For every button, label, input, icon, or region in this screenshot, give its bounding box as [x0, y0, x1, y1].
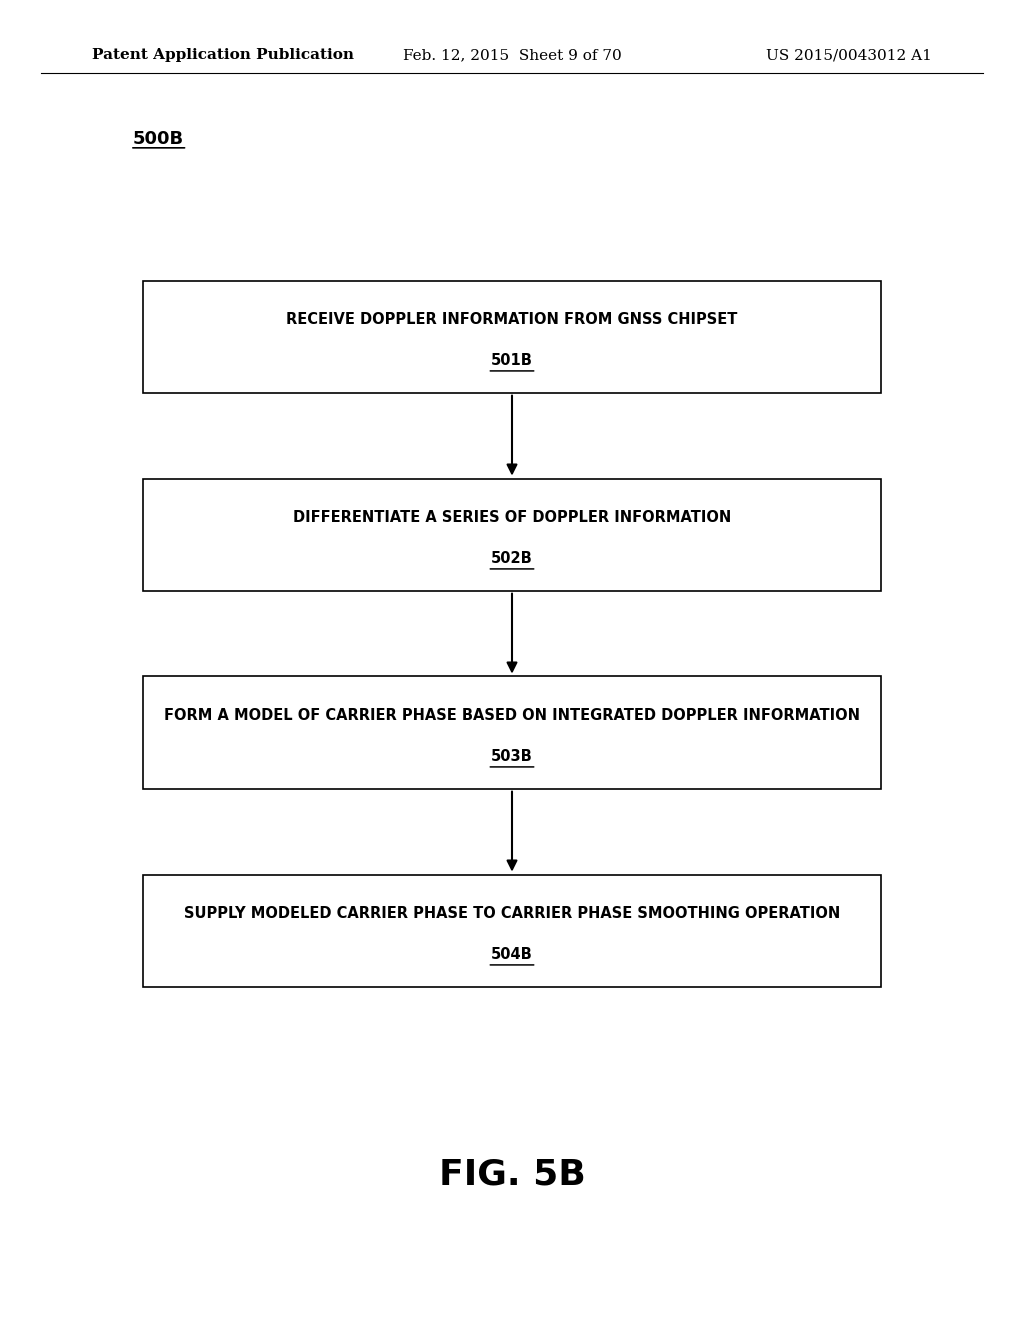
Text: RECEIVE DOPPLER INFORMATION FROM GNSS CHIPSET: RECEIVE DOPPLER INFORMATION FROM GNSS CH… — [287, 312, 737, 327]
Text: 504B: 504B — [492, 946, 532, 962]
Text: DIFFERENTIATE A SERIES OF DOPPLER INFORMATION: DIFFERENTIATE A SERIES OF DOPPLER INFORM… — [293, 510, 731, 525]
Text: 501B: 501B — [492, 352, 532, 368]
Text: US 2015/0043012 A1: US 2015/0043012 A1 — [766, 49, 932, 62]
FancyBboxPatch shape — [143, 479, 881, 591]
Text: Patent Application Publication: Patent Application Publication — [92, 49, 354, 62]
Text: SUPPLY MODELED CARRIER PHASE TO CARRIER PHASE SMOOTHING OPERATION: SUPPLY MODELED CARRIER PHASE TO CARRIER … — [184, 906, 840, 921]
Text: 503B: 503B — [492, 748, 532, 764]
Text: 500B: 500B — [133, 129, 184, 148]
Text: Feb. 12, 2015  Sheet 9 of 70: Feb. 12, 2015 Sheet 9 of 70 — [402, 49, 622, 62]
Text: 502B: 502B — [492, 550, 532, 566]
FancyBboxPatch shape — [143, 676, 881, 788]
Text: FIG. 5B: FIG. 5B — [438, 1158, 586, 1192]
Text: FORM A MODEL OF CARRIER PHASE BASED ON INTEGRATED DOPPLER INFORMATION: FORM A MODEL OF CARRIER PHASE BASED ON I… — [164, 708, 860, 723]
FancyBboxPatch shape — [143, 874, 881, 987]
FancyBboxPatch shape — [143, 281, 881, 393]
